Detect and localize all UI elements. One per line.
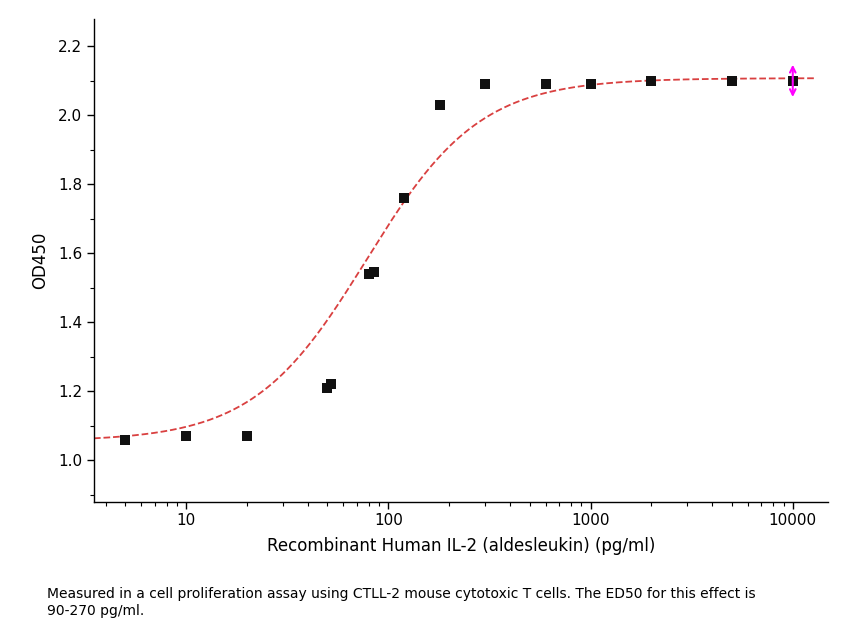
Point: [785, 76, 798, 86]
Point: [323, 379, 337, 389]
Point: [367, 267, 380, 277]
Point: [320, 382, 334, 393]
Point: [397, 193, 410, 203]
Y-axis label: OD450: OD450: [32, 231, 49, 289]
Point: [478, 80, 491, 90]
Text: Measured in a cell proliferation assay using CTLL-2 mouse cytotoxic T cells. The: Measured in a cell proliferation assay u…: [47, 587, 755, 618]
Point: [179, 431, 193, 441]
Point: [362, 269, 375, 279]
Point: [724, 76, 738, 86]
Point: [644, 76, 658, 86]
Point: [538, 80, 552, 90]
Point: [583, 80, 597, 90]
Point: [240, 431, 253, 441]
X-axis label: Recombinant Human IL-2 (aldesleukin) (pg/ml): Recombinant Human IL-2 (aldesleukin) (pg…: [267, 537, 654, 555]
Point: [432, 100, 446, 110]
Point: [119, 435, 132, 445]
